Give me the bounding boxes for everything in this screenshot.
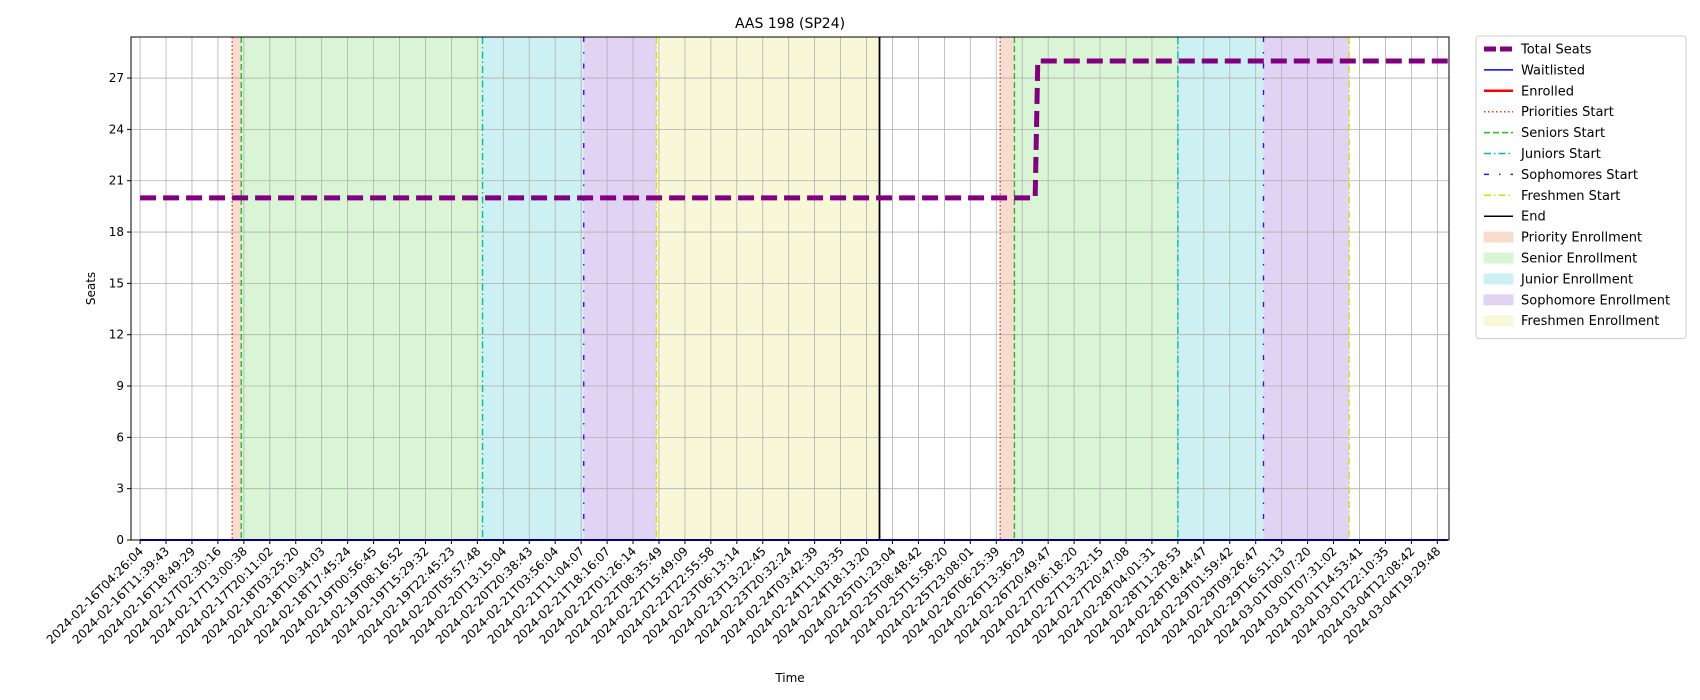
legend-item-sophomore-enrollment: Sophomore Enrollment bbox=[1483, 293, 1670, 308]
legend-item-sophomores-start: Sophomores Start bbox=[1484, 168, 1638, 183]
plot-frame bbox=[130, 36, 1450, 541]
chart-title: AAS 198 (SP24) bbox=[735, 16, 845, 32]
span-priority-enrollment bbox=[232, 37, 242, 540]
span-senior-enrollment bbox=[241, 37, 483, 540]
legend-label: Junior Enrollment bbox=[1520, 272, 1633, 287]
legend-item-junior-enrollment: Junior Enrollment bbox=[1483, 272, 1633, 287]
y-tick-label: 6 bbox=[116, 430, 124, 444]
legend-label: Seniors Start bbox=[1521, 126, 1605, 141]
legend-label: Juniors Start bbox=[1520, 147, 1601, 162]
vertical-markers bbox=[231, 37, 1350, 540]
legend-item-freshmen-start: Freshmen Start bbox=[1484, 189, 1620, 204]
legend-item-end: End bbox=[1484, 210, 1546, 225]
legend-swatch bbox=[1483, 273, 1514, 285]
y-tick-label: 3 bbox=[116, 482, 124, 496]
span-freshmen-enrollment bbox=[656, 37, 880, 540]
y-tick-label: 12 bbox=[109, 328, 124, 342]
legend-item-senior-enrollment: Senior Enrollment bbox=[1483, 252, 1637, 267]
legend-item-juniors-start: Juniors Start bbox=[1484, 147, 1601, 162]
y-axis-label: Seats bbox=[84, 272, 98, 305]
span-priority-enrollment bbox=[1000, 37, 1015, 540]
y-axis-ticks: 0 3 6 9 12 15 18 21 24 27 bbox=[109, 71, 131, 547]
span-junior-enrollment bbox=[482, 37, 584, 540]
legend-label: Sophomores Start bbox=[1521, 168, 1638, 183]
series-total-seats bbox=[140, 58, 1448, 201]
legend-label: Freshmen Start bbox=[1521, 189, 1620, 204]
legend-item-enrolled: Enrolled bbox=[1484, 84, 1574, 99]
legend: Total Seats Waitlisted Enrolled Priorities … bbox=[1475, 35, 1687, 340]
y-tick-label: 0 bbox=[116, 533, 124, 547]
legend-item-priority-enrollment: Priority Enrollment bbox=[1483, 231, 1642, 246]
legend-label: End bbox=[1521, 210, 1546, 225]
legend-label: Sophomore Enrollment bbox=[1521, 293, 1670, 308]
y-tick-label: 21 bbox=[109, 174, 124, 188]
x-axis-ticks: 2024-02-16T04:26:042024-02-16T11:39:4320… bbox=[44, 540, 1443, 647]
legend-label: Priority Enrollment bbox=[1521, 231, 1642, 246]
y-tick-label: 15 bbox=[109, 276, 124, 290]
legend-swatch bbox=[1483, 252, 1514, 264]
legend-label: Waitlisted bbox=[1521, 63, 1585, 78]
span-senior-enrollment bbox=[1014, 37, 1178, 540]
legend-label: Priorities Start bbox=[1521, 105, 1614, 120]
legend-label: Total Seats bbox=[1520, 43, 1592, 58]
legend-item-priorities-start: Priorities Start bbox=[1484, 105, 1614, 120]
legend-item-freshmen-enrollment: Freshmen Enrollment bbox=[1483, 314, 1659, 329]
span-sophomore-enrollment bbox=[583, 37, 657, 540]
legend-item-seniors-start: Seniors Start bbox=[1484, 126, 1605, 141]
y-tick-label: 24 bbox=[109, 122, 124, 136]
enrollment-spans bbox=[232, 37, 1350, 540]
y-tick-label: 18 bbox=[109, 225, 124, 239]
legend-swatch bbox=[1483, 315, 1514, 327]
x-axis-label: Time bbox=[774, 671, 804, 685]
span-junior-enrollment bbox=[1177, 37, 1264, 540]
y-tick-label: 9 bbox=[116, 379, 124, 393]
legend-item-waitlisted: Waitlisted bbox=[1484, 63, 1585, 78]
legend-frame bbox=[1475, 35, 1687, 340]
legend-label: Enrolled bbox=[1521, 84, 1574, 99]
legend-item-total-seats: Total Seats bbox=[1484, 43, 1592, 58]
legend-label: Senior Enrollment bbox=[1521, 252, 1637, 267]
legend-swatch bbox=[1483, 231, 1514, 243]
span-sophomore-enrollment bbox=[1263, 37, 1350, 540]
legend-label: Freshmen Enrollment bbox=[1521, 314, 1659, 329]
legend-swatch bbox=[1483, 294, 1514, 306]
y-tick-label: 27 bbox=[109, 71, 124, 85]
